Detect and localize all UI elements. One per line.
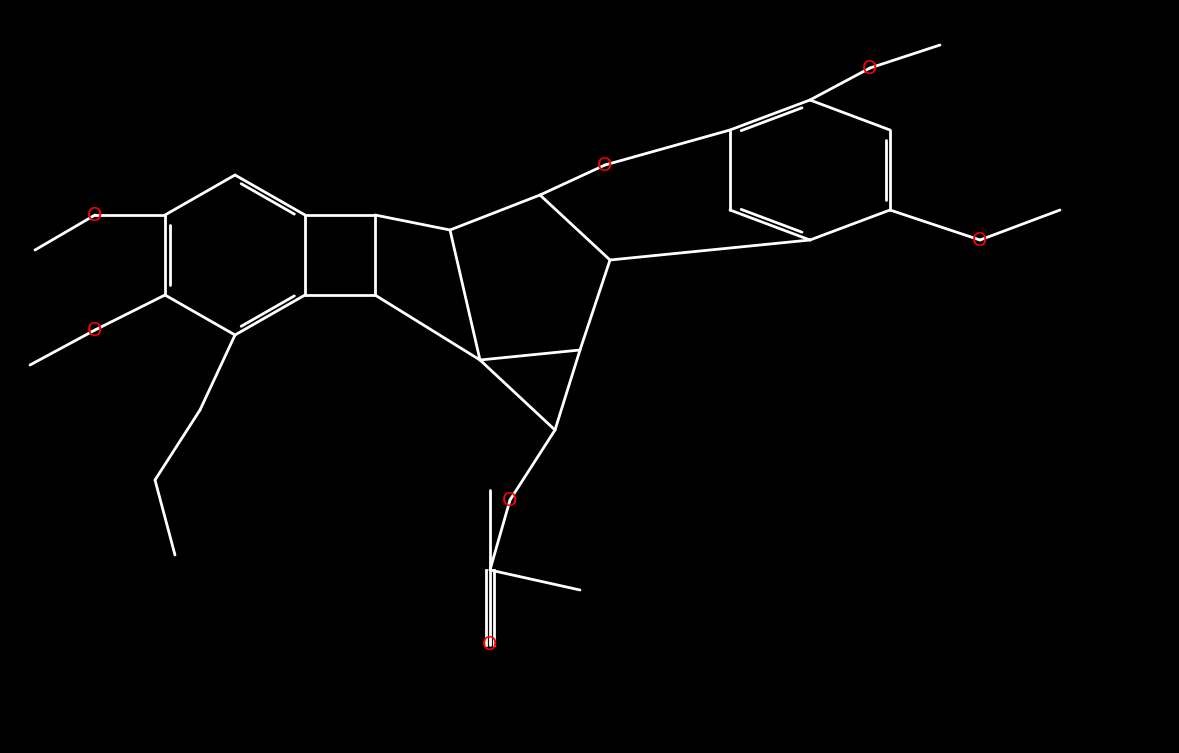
Text: O: O: [502, 490, 518, 510]
Text: O: O: [598, 156, 613, 175]
Text: O: O: [482, 636, 498, 654]
Text: O: O: [87, 321, 103, 340]
Text: O: O: [973, 230, 988, 249]
Text: O: O: [862, 59, 877, 78]
Text: O: O: [87, 206, 103, 224]
